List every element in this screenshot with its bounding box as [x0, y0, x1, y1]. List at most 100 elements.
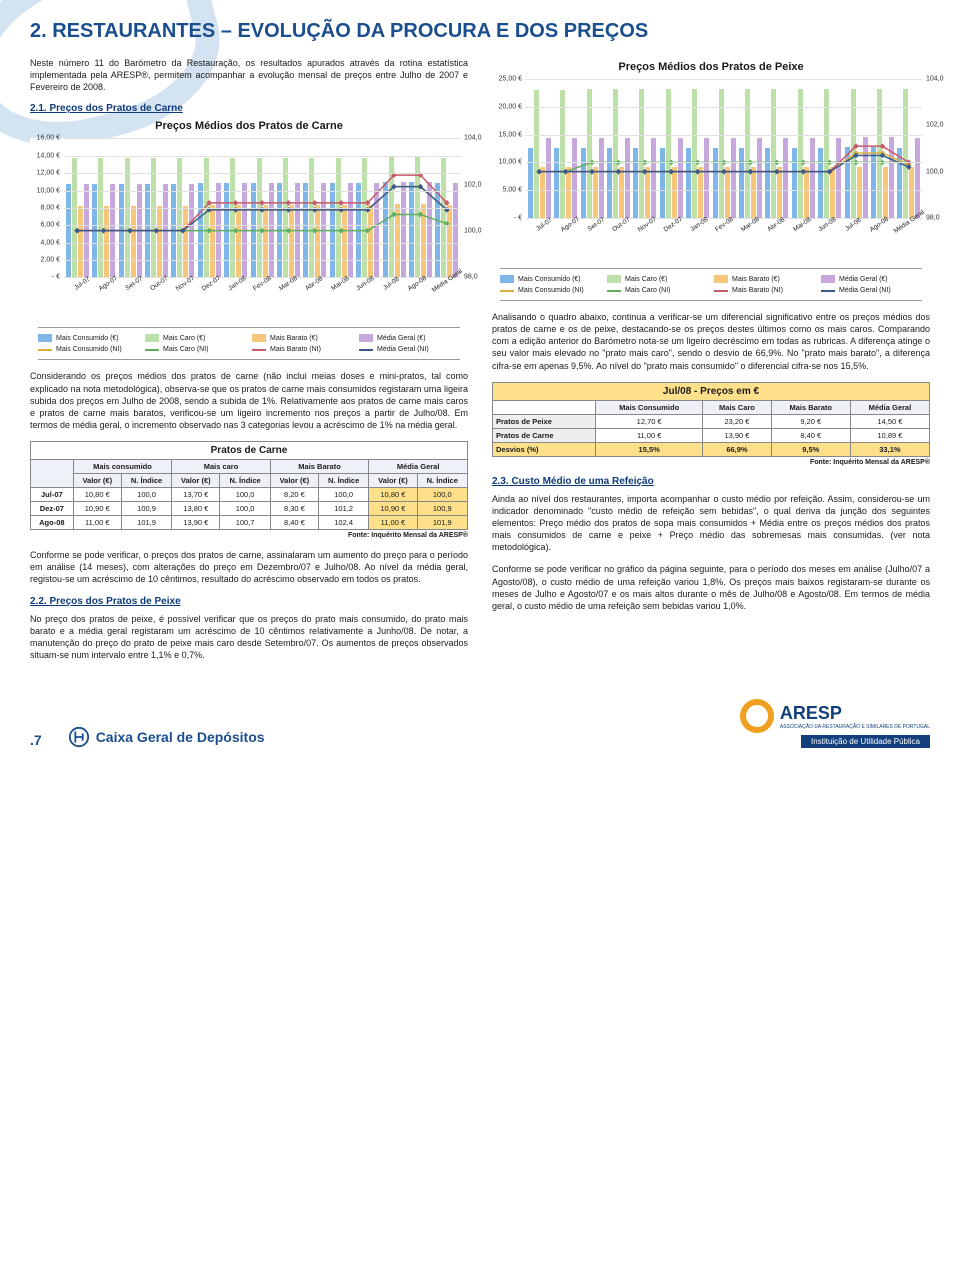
- chart-bar: [560, 90, 565, 218]
- y-axis-label: 2,00 €: [41, 257, 60, 264]
- chart-bar: [783, 138, 788, 218]
- chart-bar: [145, 184, 150, 278]
- y-axis-label: 16,00 €: [37, 135, 60, 142]
- chart-bar: [613, 89, 618, 218]
- chart-bar: [198, 183, 203, 278]
- legend-item: Mais Caro (NI): [607, 287, 708, 294]
- legend-item: Média Geral (€): [821, 275, 922, 283]
- chart-bar: [897, 148, 902, 218]
- chart-bar: [607, 148, 612, 218]
- chart-bar: [719, 89, 724, 218]
- y-axis-label: 10,00 €: [499, 159, 522, 166]
- table-row: Ago-0811,00 €101,913,90 €100,78,40 €102,…: [31, 516, 468, 530]
- chart-bar: [903, 89, 908, 218]
- y-axis-label: 6,00 €: [41, 222, 60, 229]
- chart-bar: [745, 89, 750, 218]
- right-column: Preços Médios dos Pratos de Peixe - €5,0…: [492, 57, 930, 671]
- chart-bar: [765, 148, 770, 218]
- carne-chart-title: Preços Médios dos Pratos de Carne: [30, 120, 468, 132]
- chart-bar: [771, 89, 776, 218]
- table-header: Mais consumido: [73, 460, 172, 474]
- section-2-1: 2.1. Preços dos Pratos de Carne: [30, 103, 468, 114]
- carne-table-caption: Pratos de Carne: [30, 441, 468, 459]
- aresp-name: ARESP: [780, 703, 930, 724]
- y-axis-label: 15,00 €: [499, 131, 522, 138]
- precos-table-caption: Jul/08 - Preços em €: [492, 382, 930, 400]
- chart-bar: [625, 138, 630, 218]
- chart-bar: [845, 147, 850, 218]
- section-2-3: 2.3. Custo Médio de uma Refeição: [492, 476, 930, 487]
- chart-bar: [295, 183, 300, 278]
- table-subheader: Valor (€): [172, 474, 220, 488]
- chart-bar: [84, 184, 89, 278]
- chart-bar: [686, 148, 691, 218]
- chart-bar: [863, 137, 868, 218]
- peixe-paragraph: No preço dos pratos de peixe, é possível…: [30, 613, 468, 662]
- legend-item: Mais Barato (€): [252, 334, 353, 342]
- chart-bar: [633, 148, 638, 218]
- chart-bar: [348, 183, 353, 278]
- chart-bar: [171, 184, 176, 278]
- chart-bar: [692, 89, 697, 218]
- chart-bar: [383, 182, 388, 278]
- chart-bar: [216, 183, 221, 278]
- legend-item: Mais Caro (€): [607, 275, 708, 283]
- chart-bar: [666, 89, 671, 218]
- peixe-chart-title: Preços Médios dos Pratos de Peixe: [492, 61, 930, 73]
- chart-bar: [528, 148, 533, 218]
- intro-paragraph: Neste número 11 do Barómetro da Restaura…: [30, 57, 468, 93]
- left-column: Neste número 11 do Barómetro da Restaura…: [30, 57, 468, 671]
- y-axis-label: - €: [52, 274, 60, 281]
- chart-bar: [639, 89, 644, 218]
- table-subheader: Valor (€): [270, 474, 318, 488]
- aresp-logo: ARESP ASSOCIAÇÃO DA RESTAURAÇÃO E SIMILA…: [740, 699, 930, 733]
- chart-bar: [871, 147, 876, 218]
- analise-paragraph: Analisando o quadro abaixo, continua a v…: [492, 311, 930, 372]
- chart-bar: [534, 90, 539, 218]
- chart-bar: [163, 184, 168, 278]
- table-subheader: Valor (€): [73, 474, 121, 488]
- chart-bar: [660, 148, 665, 218]
- legend-item: Mais Consumido (NI): [38, 346, 139, 353]
- inst-label: Instituição de Utilidade Pública: [801, 735, 930, 748]
- chart-bar: [374, 183, 379, 278]
- table-header: Mais Barato: [270, 460, 369, 474]
- table-subheader: N. Índice: [220, 474, 270, 488]
- chart-bar: [427, 182, 432, 278]
- y2-axis-label: 100,0: [464, 228, 482, 235]
- chart-bar: [303, 183, 308, 278]
- chart-bar: [739, 148, 744, 218]
- chart-bar: [421, 204, 426, 277]
- legend-item: Mais Consumido (NI): [500, 287, 601, 294]
- y-axis-label: 12,00 €: [37, 170, 60, 177]
- table-row: Dez-0710,90 €100,913,80 €100,08,30 €101,…: [31, 502, 468, 516]
- legend-item: Média Geral (NI): [821, 287, 922, 294]
- carne-paragraph-2: Conforme se pode verificar, o preços dos…: [30, 549, 468, 585]
- table-subheader: N. Índice: [318, 474, 368, 488]
- chart-bar: [889, 137, 894, 218]
- y2-axis-label: 102,0: [464, 181, 482, 188]
- legend-item: Mais Caro (€): [145, 334, 246, 342]
- section-2-2: 2.2. Preços dos Pratos de Peixe: [30, 596, 468, 607]
- chart-bar: [704, 138, 709, 218]
- chart-bar: [110, 184, 115, 278]
- precos-table: Jul/08 - Preços em € Mais ConsumidoMais …: [492, 382, 930, 466]
- cgd-icon: [68, 726, 90, 748]
- legend-item: Média Geral (NI): [359, 346, 460, 353]
- y2-axis-label: 102,0: [926, 122, 944, 129]
- carne-table: Pratos de Carne Mais consumidoMais caroM…: [30, 441, 468, 539]
- cgd-logo: Caixa Geral de Depósitos: [68, 726, 265, 748]
- chart-bar: [836, 138, 841, 218]
- y-axis-label: 8,00 €: [41, 204, 60, 211]
- chart-bar: [242, 183, 247, 278]
- legend-item: Mais Caro (NI): [145, 346, 246, 353]
- chart-bar: [824, 89, 829, 218]
- table-subheader: N. Índice: [417, 474, 468, 488]
- legend-item: Mais Barato (NI): [252, 346, 353, 353]
- chart-bar: [713, 148, 718, 218]
- table-header: Média Geral: [850, 400, 929, 414]
- chart-bar: [792, 148, 797, 218]
- table-row-desvios: Desvios (%)15,5%66,9%9,5%33,1%: [493, 442, 930, 456]
- chart-bar: [651, 138, 656, 218]
- y-axis-label: 5,00 €: [503, 187, 522, 194]
